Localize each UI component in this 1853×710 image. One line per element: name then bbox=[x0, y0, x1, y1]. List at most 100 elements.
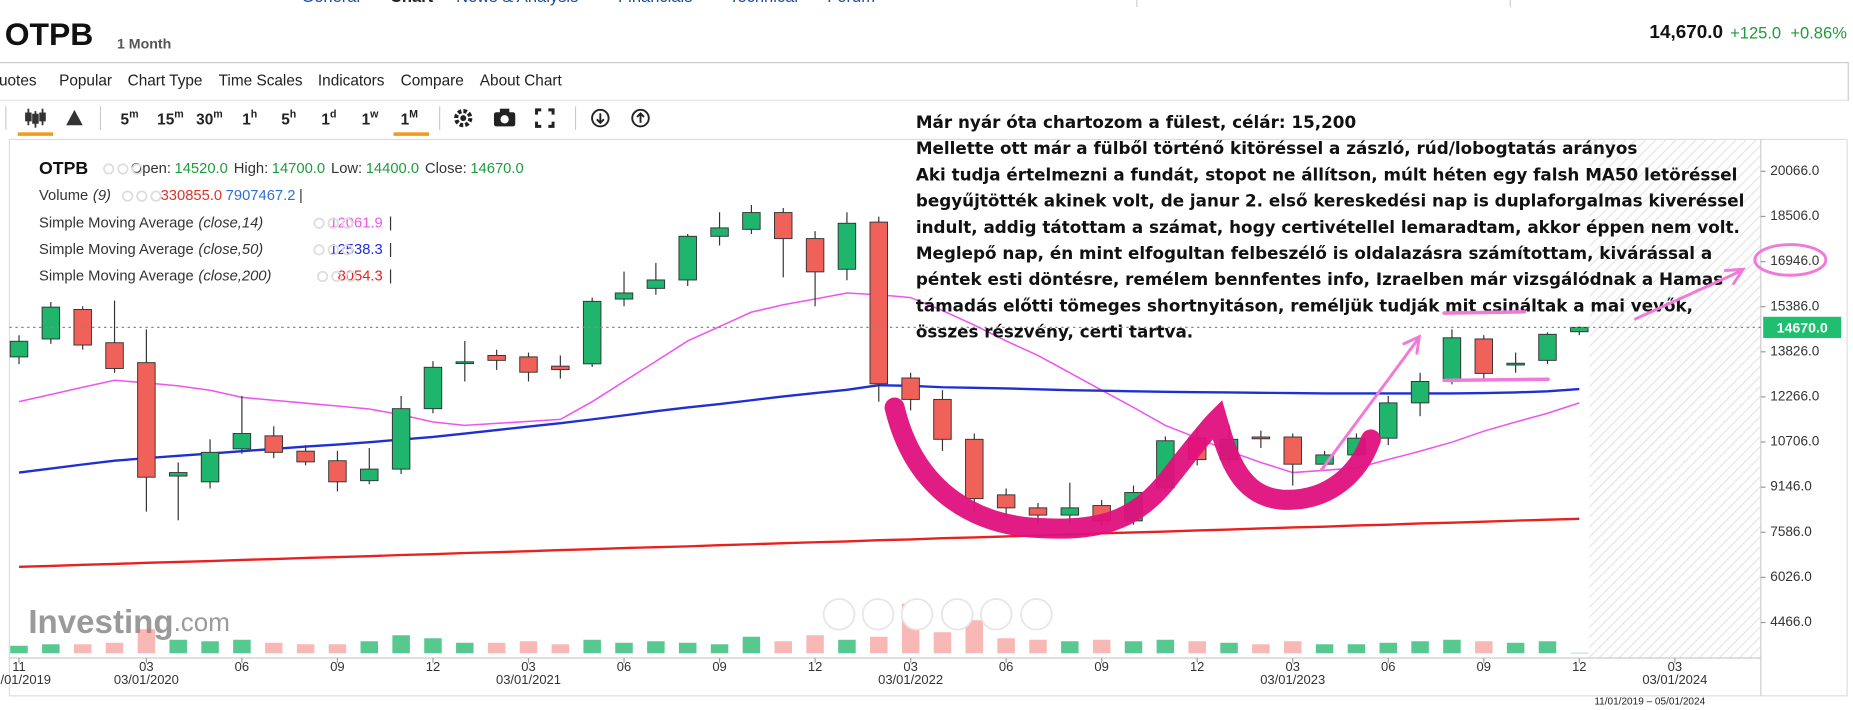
legend-separator: | bbox=[389, 215, 393, 231]
x-tick-date: 03/01/2021 bbox=[496, 672, 561, 687]
menu-item[interactable]: Compare bbox=[401, 73, 464, 90]
interval-number: 1 bbox=[401, 112, 410, 129]
interval[interactable]: 1w bbox=[362, 108, 380, 128]
interval[interactable]: 30m bbox=[196, 108, 223, 128]
interval[interactable]: 1d bbox=[321, 108, 336, 128]
volume-bar bbox=[1092, 639, 1111, 654]
candle-body bbox=[965, 438, 984, 500]
volume-bar bbox=[742, 636, 761, 654]
volume-bar bbox=[1411, 641, 1429, 654]
nav-link[interactable]: Financials bbox=[618, 0, 692, 6]
change-pct: +0.86% bbox=[1790, 24, 1847, 43]
x-tick-label: 06 bbox=[617, 659, 631, 674]
legend-icon bbox=[331, 270, 343, 283]
y-tick-label: 7586.0 bbox=[1770, 524, 1812, 539]
candle-body bbox=[1283, 436, 1302, 465]
x-tick-label: 03 bbox=[1286, 659, 1300, 674]
y-tick-label: 12266.0 bbox=[1770, 389, 1820, 404]
future-area bbox=[1589, 139, 1761, 660]
nav-link[interactable]: Chart bbox=[390, 0, 434, 6]
volume-bar bbox=[965, 620, 984, 654]
x-tick-label: 06 bbox=[1381, 659, 1395, 674]
hand-drawing bbox=[884, 243, 1828, 539]
y-tick-label: 13826.0 bbox=[1770, 343, 1820, 358]
legend-row: Simple Moving Average (close,50) 12538.3 | bbox=[39, 242, 392, 258]
candle-body bbox=[1251, 436, 1271, 440]
annotation-line: Meglepő nap, én mint elfogultan felbeszé… bbox=[916, 243, 1712, 263]
legend-value: 14520.0 bbox=[175, 161, 228, 177]
interval[interactable]: 5m bbox=[121, 108, 139, 128]
nav-link[interactable]: General bbox=[301, 0, 360, 6]
interval-unit: w bbox=[369, 108, 379, 120]
nav-link[interactable]: News & Analysis bbox=[456, 0, 578, 6]
annotation-line: péntek esti döntésre, remélem bennfentes… bbox=[916, 269, 1723, 289]
nav-link[interactable]: Technical bbox=[729, 0, 798, 6]
candle-body bbox=[1474, 338, 1494, 374]
y-tick-label: 6026.0 bbox=[1770, 569, 1812, 584]
axes: 14670.0 20066.0 18506.0 16946.0 15386.0 13826… bbox=[0, 163, 1842, 687]
volume-bar bbox=[137, 629, 156, 654]
moving-average bbox=[18, 292, 1580, 474]
menu-item[interactable]: Quotes bbox=[0, 73, 37, 90]
volume-bar bbox=[1252, 644, 1270, 654]
volume-bar bbox=[105, 642, 124, 654]
area-icon[interactable] bbox=[66, 109, 83, 126]
toolbar bbox=[0, 100, 1849, 139]
legend: OTPB Open: 14520.0 High: 14700.0 Low: 14400.0 C… bbox=[39, 158, 524, 285]
volume-bar bbox=[1124, 641, 1143, 654]
legend-label: Simple Moving Average bbox=[39, 242, 194, 258]
volume-bar bbox=[424, 638, 442, 654]
legend-params: (close,50) bbox=[198, 242, 263, 258]
menu-item[interactable]: Indicators bbox=[318, 73, 385, 90]
menu-item[interactable]: Time Scales bbox=[219, 73, 303, 90]
interval[interactable]: 1M bbox=[401, 108, 419, 128]
y-tick-label: 10706.0 bbox=[1770, 434, 1820, 449]
x-tick-label: 03 bbox=[903, 659, 917, 674]
candle-body bbox=[232, 433, 252, 450]
volume-bar bbox=[1443, 639, 1461, 654]
nav-link[interactable]: Forum bbox=[827, 0, 875, 6]
download-icon[interactable] bbox=[591, 108, 610, 128]
interval-number: 5 bbox=[121, 112, 130, 129]
legend-label: Simple Moving Average bbox=[39, 268, 194, 284]
menu-item[interactable]: About Chart bbox=[480, 73, 563, 90]
candle-body bbox=[200, 451, 220, 483]
menu-item[interactable]: Popular bbox=[59, 73, 112, 90]
volume-bar bbox=[1379, 642, 1398, 654]
legend-value: 12061.9 bbox=[329, 215, 382, 231]
interval-unit: m bbox=[174, 108, 183, 120]
last-price-label: 14670.0 bbox=[1777, 320, 1828, 336]
candle-body bbox=[742, 212, 761, 230]
legend-value: 14400.0 bbox=[366, 161, 419, 177]
menu-bar bbox=[0, 62, 1849, 102]
candle-body bbox=[774, 212, 793, 240]
upload-icon[interactable] bbox=[631, 108, 650, 128]
legend-icon bbox=[136, 190, 148, 202]
legend-icon bbox=[313, 244, 325, 256]
interval[interactable]: 1h bbox=[242, 108, 257, 128]
candle-body bbox=[487, 354, 506, 361]
legend-label: Volume bbox=[39, 188, 88, 204]
candle-body bbox=[264, 435, 283, 453]
settings-icon[interactable] bbox=[454, 108, 473, 128]
camera-icon[interactable] bbox=[493, 108, 516, 127]
candle-body bbox=[1410, 381, 1430, 404]
legend-params: (close,200) bbox=[198, 268, 271, 284]
candle-body bbox=[9, 340, 29, 358]
interval[interactable]: 15m bbox=[157, 108, 184, 128]
volume-bar bbox=[1156, 639, 1175, 654]
interval[interactable]: 5h bbox=[281, 108, 296, 128]
interval-unit: d bbox=[330, 108, 337, 120]
legend-icon bbox=[327, 244, 339, 256]
volume-bar bbox=[1475, 641, 1493, 654]
candle-body bbox=[614, 292, 634, 300]
x-tick-label: 03 bbox=[521, 659, 535, 674]
zoom-controls[interactable] bbox=[822, 598, 1053, 631]
candle-icon[interactable] bbox=[25, 108, 46, 128]
volume-bar bbox=[997, 638, 1015, 654]
fullscreen-icon[interactable] bbox=[535, 108, 555, 128]
x-tick-date: 03/01/2024 bbox=[1642, 672, 1707, 687]
candle-body bbox=[105, 342, 124, 369]
menu-item[interactable]: Chart Type bbox=[128, 73, 203, 90]
